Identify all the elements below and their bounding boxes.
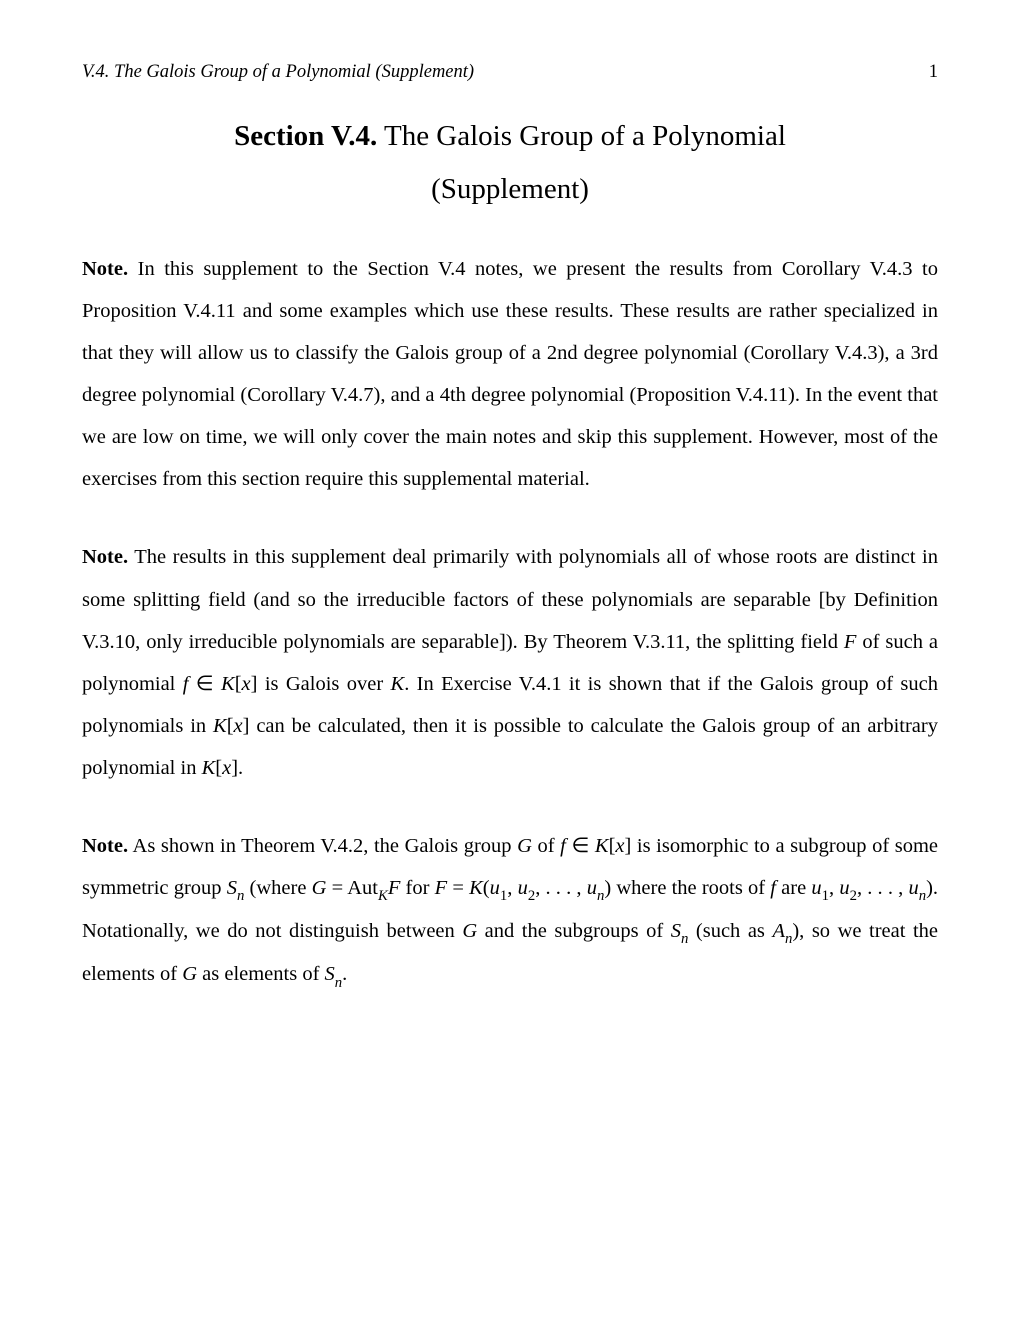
note-label: Note. <box>82 835 128 857</box>
text: = Aut <box>326 877 378 899</box>
text: [ <box>227 715 234 737</box>
note-label: Note. <box>82 546 128 568</box>
text: ( <box>483 877 490 899</box>
section-subtitle: (Supplement) <box>82 173 938 206</box>
math-var: S <box>227 877 237 899</box>
math-var: F <box>435 877 448 899</box>
text: ]. <box>231 757 243 779</box>
math-sub: n <box>335 975 342 991</box>
math-sub: 1 <box>500 888 507 904</box>
math-var: u <box>811 877 821 899</box>
math-var: S <box>671 920 681 942</box>
text: . <box>342 963 347 985</box>
math-sub: 2 <box>850 888 857 904</box>
math-var: x <box>222 757 231 779</box>
math-var: x <box>234 715 243 737</box>
math-var: K <box>221 673 235 695</box>
math-sub: n <box>919 888 926 904</box>
math-var: G <box>182 963 197 985</box>
note-text: In this supplement to the Section V.4 no… <box>82 258 938 490</box>
text: As shown in Theorem V.4.2, the Galois gr… <box>128 835 517 857</box>
text: ] is Galois over <box>251 673 391 695</box>
page-header: V.4. The Galois Group of a Polynomial (S… <box>82 62 938 83</box>
note-label: Note. <box>82 258 128 280</box>
math-var: K <box>595 835 609 857</box>
text: = <box>447 877 469 899</box>
math-sub: n <box>785 931 792 947</box>
math-var: G <box>312 877 327 899</box>
section-title: Section V.4. The Galois Group of a Polyn… <box>82 113 938 159</box>
math-var: u <box>587 877 597 899</box>
math-var: u <box>908 877 918 899</box>
math-sub: n <box>681 931 688 947</box>
math-var: G <box>517 835 532 857</box>
math-sub: n <box>597 888 604 904</box>
note-paragraph-3: Note. As shown in Theorem V.4.2, the Gal… <box>82 825 938 997</box>
text: for <box>400 877 434 899</box>
section-label: Section V.4. <box>234 120 377 152</box>
text: , <box>507 877 517 899</box>
math-var: K <box>391 673 405 695</box>
text: ) where the roots of <box>604 877 770 899</box>
text: ∈ <box>188 673 221 695</box>
math-sub: n <box>237 888 244 904</box>
text: , <box>829 877 839 899</box>
page-number: 1 <box>929 62 938 83</box>
text: , . . . , <box>535 877 587 899</box>
math-var: x <box>615 835 624 857</box>
section-title-text: The Galois Group of a Polynomial <box>377 120 786 152</box>
math-var: K <box>202 757 216 779</box>
text: [ <box>235 673 242 695</box>
math-sub: 2 <box>528 888 535 904</box>
text: ∈ <box>566 835 595 857</box>
math-var: F <box>844 631 857 653</box>
text: of <box>532 835 560 857</box>
text: , . . . , <box>857 877 909 899</box>
text: (where <box>244 877 311 899</box>
math-var: F <box>388 877 401 899</box>
text: and the subgroups of <box>477 920 671 942</box>
math-sub: K <box>378 888 388 904</box>
math-var: K <box>213 715 227 737</box>
note-paragraph-2: Note. The results in this supplement dea… <box>82 536 938 788</box>
math-sub: 1 <box>822 888 829 904</box>
math-var: x <box>242 673 251 695</box>
math-var: A <box>772 920 785 942</box>
math-var: u <box>490 877 500 899</box>
text: as elements of <box>197 963 325 985</box>
math-var: K <box>469 877 483 899</box>
note-paragraph-1: Note. In this supplement to the Section … <box>82 248 938 500</box>
math-var: S <box>325 963 335 985</box>
text: The results in this supplement deal prim… <box>82 546 938 652</box>
header-title: V.4. The Galois Group of a Polynomial (S… <box>82 62 474 83</box>
math-var: u <box>518 877 528 899</box>
math-var: G <box>462 920 477 942</box>
text: are <box>776 877 811 899</box>
math-var: u <box>839 877 849 899</box>
text: (such as <box>688 920 772 942</box>
